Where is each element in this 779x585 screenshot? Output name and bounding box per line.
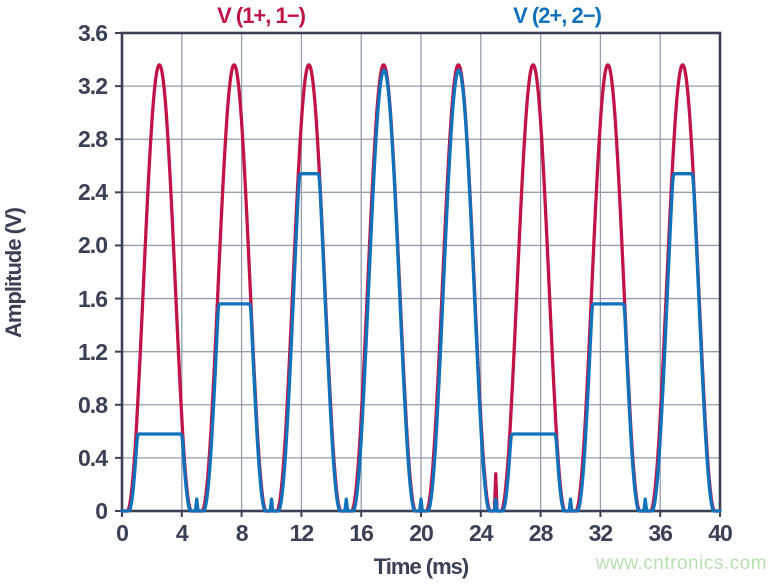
x-tick-label: 36 bbox=[648, 520, 673, 546]
y-tick-label: 0 bbox=[95, 498, 108, 524]
x-tick-label: 4 bbox=[175, 520, 189, 546]
x-tick-label: 12 bbox=[289, 520, 315, 546]
y-tick-label: 1.6 bbox=[78, 285, 108, 312]
series-v2-legend-title: V (2+, 2−) bbox=[513, 3, 602, 28]
y-tick-label: 0.8 bbox=[78, 391, 108, 418]
y-tick-label: 1.2 bbox=[78, 338, 108, 365]
y-tick-label: 3.6 bbox=[78, 20, 108, 46]
x-tick-label: 24 bbox=[469, 520, 494, 546]
x-tick-label: 20 bbox=[409, 520, 434, 546]
x-tick-label: 40 bbox=[708, 520, 733, 546]
x-tick-label: 16 bbox=[349, 520, 374, 546]
y-axis-label: Amplitude (V) bbox=[1, 208, 26, 338]
x-axis-label: Time (ms) bbox=[373, 554, 470, 579]
y-tick-label: 0.4 bbox=[78, 444, 108, 471]
x-tick-label: 28 bbox=[528, 520, 554, 546]
y-tick-label: 2.0 bbox=[78, 232, 108, 259]
series-v2-curve bbox=[120, 68, 722, 513]
x-tick-label: 0 bbox=[116, 520, 129, 546]
y-tick-label: 2.4 bbox=[78, 179, 108, 206]
y-tick-label: 3.2 bbox=[78, 73, 108, 100]
series-v1-legend-title: V (1+, 1−) bbox=[217, 3, 306, 28]
x-tick-label: 32 bbox=[588, 520, 614, 546]
watermark-text: www.cntronics.com bbox=[595, 553, 767, 574]
y-tick-label: 2.8 bbox=[78, 126, 108, 153]
x-tick-label: 8 bbox=[235, 520, 249, 546]
